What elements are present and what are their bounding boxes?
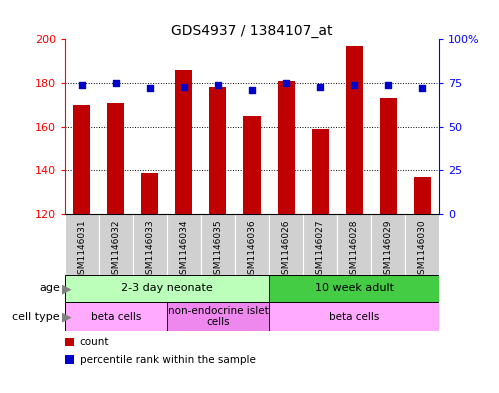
Bar — [380, 98, 397, 214]
Bar — [337, 214, 371, 275]
Text: GSM1146032: GSM1146032 — [111, 219, 120, 279]
Bar — [167, 214, 201, 275]
Text: 2-3 day neonate: 2-3 day neonate — [121, 283, 213, 294]
Bar — [107, 103, 124, 214]
Point — [214, 82, 222, 88]
Bar — [235, 214, 269, 275]
Point — [350, 82, 358, 88]
Text: GSM1146026: GSM1146026 — [281, 219, 290, 279]
Bar — [371, 214, 405, 275]
Bar — [414, 177, 431, 214]
Point — [146, 85, 154, 92]
Bar — [65, 275, 269, 302]
Text: GSM1146035: GSM1146035 — [214, 219, 223, 280]
Bar — [277, 81, 294, 214]
Text: 10 week adult: 10 week adult — [314, 283, 394, 294]
Text: beta cells: beta cells — [329, 312, 379, 321]
Title: GDS4937 / 1384107_at: GDS4937 / 1384107_at — [171, 24, 333, 38]
Bar — [65, 338, 74, 346]
Bar — [405, 214, 439, 275]
Text: non-endocrine islet
cells: non-endocrine islet cells — [168, 306, 268, 327]
Point — [180, 83, 188, 90]
Text: cell type: cell type — [12, 312, 60, 321]
Bar — [65, 214, 99, 275]
Text: GSM1146029: GSM1146029 — [384, 219, 393, 279]
Point — [248, 87, 256, 93]
Bar — [303, 214, 337, 275]
Text: percentile rank within the sample: percentile rank within the sample — [80, 355, 255, 365]
Bar — [269, 275, 439, 302]
Text: ▶: ▶ — [62, 310, 72, 323]
Bar — [311, 129, 328, 214]
Bar — [201, 214, 235, 275]
Bar — [99, 214, 133, 275]
Text: ▶: ▶ — [62, 282, 72, 295]
Bar — [73, 105, 90, 214]
Text: GSM1146036: GSM1146036 — [248, 219, 256, 280]
Point — [384, 82, 392, 88]
Text: GSM1146034: GSM1146034 — [180, 219, 189, 279]
Bar — [269, 214, 303, 275]
Point — [418, 85, 426, 92]
Bar — [210, 87, 227, 214]
Point — [78, 82, 86, 88]
Text: GSM1146028: GSM1146028 — [350, 219, 359, 279]
Bar — [141, 173, 158, 214]
Point — [316, 83, 324, 90]
Text: beta cells: beta cells — [91, 312, 141, 321]
Text: GSM1146031: GSM1146031 — [77, 219, 86, 280]
Bar — [269, 302, 439, 331]
Text: GSM1146027: GSM1146027 — [315, 219, 324, 279]
Point — [282, 80, 290, 86]
Bar — [167, 302, 269, 331]
Text: GSM1146033: GSM1146033 — [145, 219, 154, 280]
Point — [112, 80, 120, 86]
Bar — [65, 355, 74, 364]
Bar — [244, 116, 260, 214]
Bar — [133, 214, 167, 275]
Bar — [345, 46, 363, 214]
Text: count: count — [80, 337, 109, 347]
Text: GSM1146030: GSM1146030 — [418, 219, 427, 280]
Bar — [176, 70, 193, 214]
Bar — [65, 302, 167, 331]
Text: age: age — [39, 283, 60, 294]
